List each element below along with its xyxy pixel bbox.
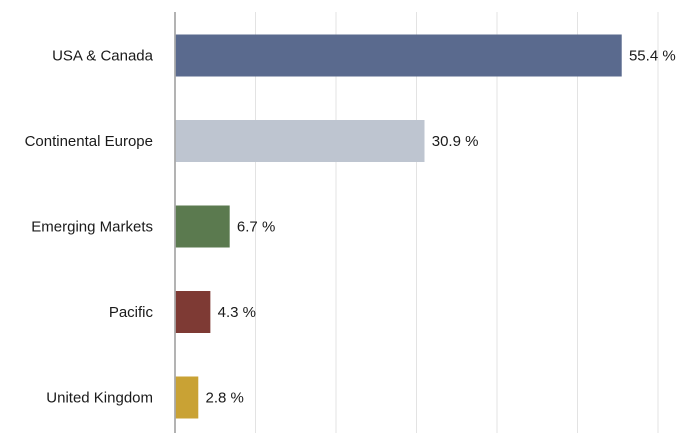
bar-emerging-markets [175, 205, 230, 248]
bar-pacific [175, 291, 211, 333]
category-label: United Kingdom [46, 390, 153, 407]
bar-continental-europe [175, 120, 425, 162]
value-label: 2.8 % [206, 390, 244, 407]
labels: USA & Canada 55.4 % Continental Europe 30.9… [25, 48, 676, 407]
bars [175, 34, 622, 419]
category-label: Pacific [109, 304, 154, 321]
gridlines [255, 12, 659, 433]
category-label: Continental Europe [25, 133, 153, 150]
bar-usa-canada [175, 34, 622, 77]
value-label: 30.9 % [432, 133, 479, 150]
category-label: Emerging Markets [31, 219, 153, 236]
value-label: 4.3 % [218, 304, 256, 321]
value-label: 55.4 % [629, 48, 676, 65]
category-label: USA & Canada [52, 48, 154, 65]
value-label: 6.7 % [237, 219, 275, 236]
bar-united-kingdom [175, 376, 199, 419]
